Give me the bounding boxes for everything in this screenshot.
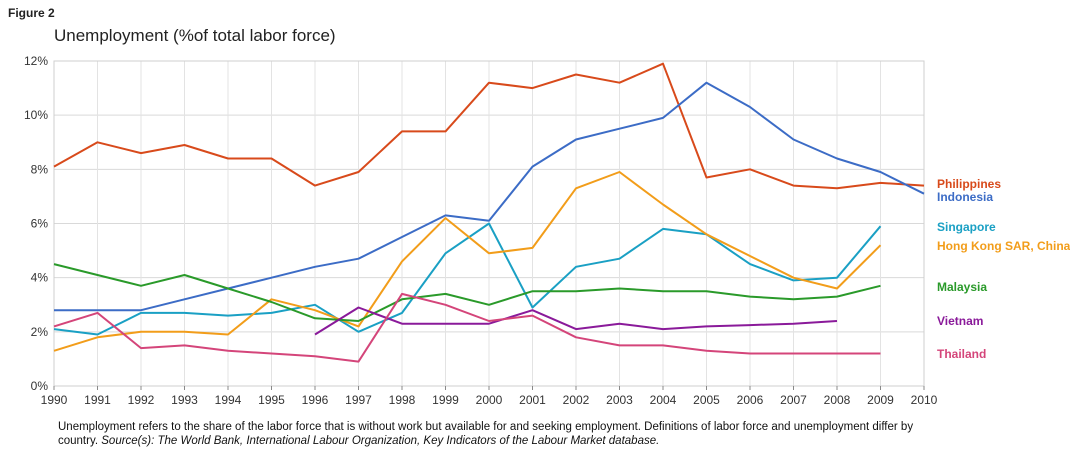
x-tick-label: 1992 xyxy=(128,393,155,407)
figure-caption: Unemployment refers to the share of the … xyxy=(58,420,918,448)
legend-label-thailand: Thailand xyxy=(937,347,986,361)
series-layer xyxy=(53,62,925,363)
x-tick-label: 2004 xyxy=(650,393,677,407)
x-tick-label: 1996 xyxy=(302,393,329,407)
y-tick-label: 12% xyxy=(24,54,48,68)
legend-label-malaysia: Malaysia xyxy=(937,280,987,294)
x-tick-label: 2002 xyxy=(563,393,590,407)
series-line-vietnam xyxy=(314,306,838,336)
series-line-malaysia xyxy=(53,263,881,322)
series-line-indonesia xyxy=(54,81,925,312)
x-tick-label: 1997 xyxy=(345,393,372,407)
x-tick-label: 1990 xyxy=(41,393,68,407)
series-line-philippines xyxy=(53,62,925,190)
x-tick-label: 1991 xyxy=(84,393,111,407)
series-line-singapore xyxy=(53,222,882,336)
x-tick-label: 2006 xyxy=(737,393,764,407)
legend-label-philippines: Philippines xyxy=(937,177,1001,191)
x-tick-label: 2005 xyxy=(693,393,720,407)
x-tick-label: 2001 xyxy=(519,393,546,407)
y-tick-label: 4% xyxy=(31,271,49,285)
series-line-hong-kong-sar-china xyxy=(53,171,882,352)
y-tick-label: 0% xyxy=(31,379,49,393)
legend-label-indonesia: Indonesia xyxy=(937,190,993,204)
caption-source: Source(s): The World Bank, International… xyxy=(101,435,660,447)
x-tick-label: 2003 xyxy=(606,393,633,407)
y-tick-label: 6% xyxy=(31,217,49,231)
x-tick-label: 1995 xyxy=(258,393,285,407)
legend-label-singapore: Singapore xyxy=(937,220,996,234)
x-tick-label: 2000 xyxy=(476,393,503,407)
y-tick-label: 2% xyxy=(31,325,49,339)
x-tick-label: 2010 xyxy=(911,393,938,407)
x-tick-label: 2009 xyxy=(867,393,894,407)
y-tick-label: 8% xyxy=(31,162,49,176)
x-tick-label: 1998 xyxy=(389,393,416,407)
axis-layer: 0% 2% 4% 6% 8% 10% 12% 1990 1991 1992 1993 1994 1995… xyxy=(24,54,938,407)
y-tick-label: 10% xyxy=(24,108,48,122)
x-tick-label: 1994 xyxy=(215,393,242,407)
figure-label: Figure 2 xyxy=(8,6,55,20)
legend-label-vietnam: Vietnam xyxy=(937,314,983,328)
caption-text: Unemployment refers to the share of the … xyxy=(58,421,914,447)
x-tick-label: 1999 xyxy=(432,393,459,407)
grid-layer xyxy=(53,60,925,387)
legend-label-hong-kong-sar-china: Hong Kong SAR, China xyxy=(937,239,1070,253)
series-line-thailand xyxy=(53,292,881,363)
x-tick-label: 1993 xyxy=(171,393,198,407)
chart-title: Unemployment (%of total labor force) xyxy=(54,26,336,45)
x-tick-label: 2007 xyxy=(780,393,807,407)
x-tick-label: 2008 xyxy=(824,393,851,407)
